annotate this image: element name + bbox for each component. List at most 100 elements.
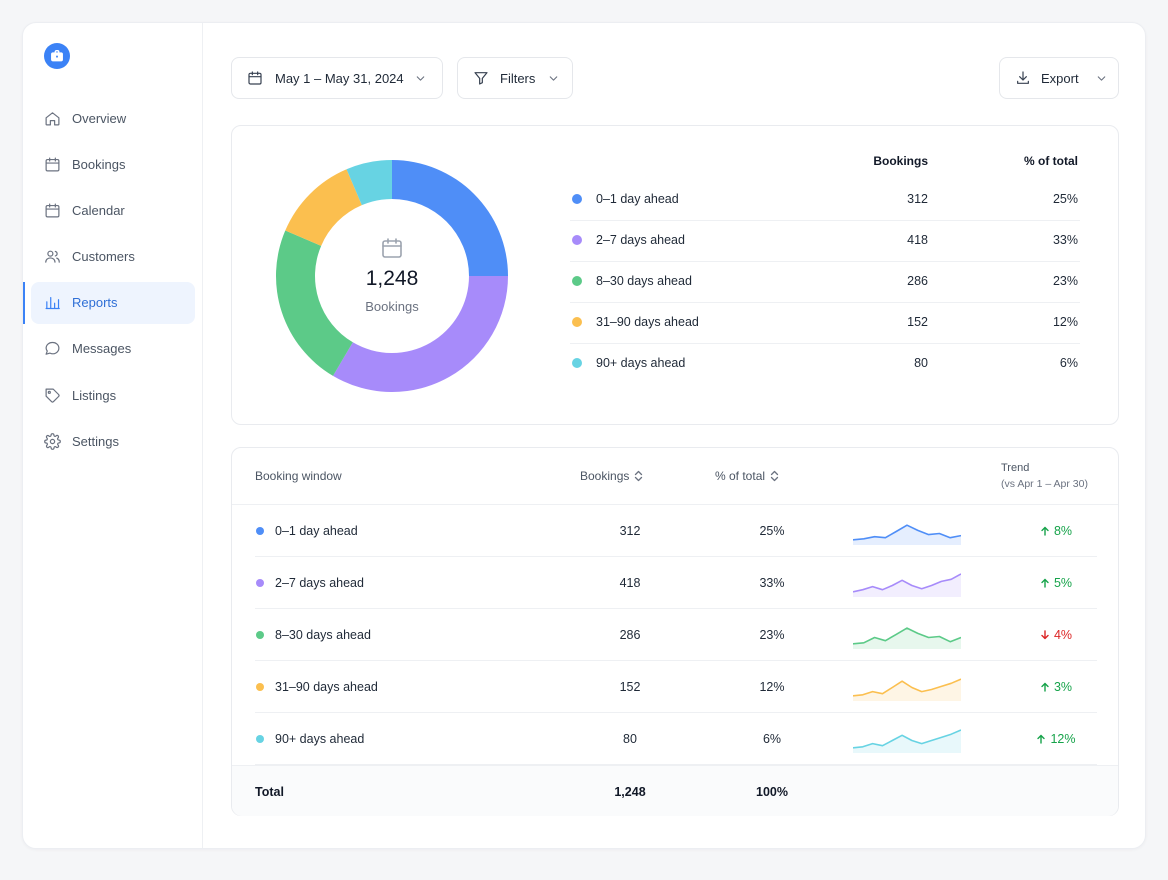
- legend-row: 2–7 days ahead 418 33%: [570, 221, 1080, 262]
- total-label: Total: [255, 785, 284, 799]
- donut-slice-4[interactable]: [346, 160, 392, 206]
- home-icon: [45, 111, 60, 125]
- sidebar-item-label: Reports: [72, 295, 118, 311]
- legend-bookings: 80: [914, 356, 928, 370]
- legend-pct: 33%: [1052, 233, 1078, 247]
- donut-slice-3[interactable]: [285, 169, 362, 246]
- sparkline-line: [853, 729, 961, 749]
- legend-bookings: 418: [907, 233, 928, 247]
- app-logo[interactable]: [44, 43, 70, 69]
- sidebar: Overview Bookings Calendar Customers Reports…: [23, 23, 203, 848]
- tag-icon: [45, 388, 60, 403]
- row-label: 90+ days ahead: [275, 732, 365, 746]
- row-bookings: 286: [619, 628, 641, 642]
- sparkline-line: [853, 524, 961, 541]
- sidebar-item-bookings[interactable]: Bookings: [31, 143, 195, 185]
- sparkline-line: [853, 627, 961, 645]
- users-icon: [45, 250, 60, 263]
- legend-swatch: [572, 235, 582, 245]
- legend-label: 8–30 days ahead: [596, 274, 692, 288]
- row-bookings: 80: [623, 732, 637, 746]
- legend-label: 2–7 days ahead: [596, 233, 685, 247]
- row-pct: 33%: [759, 576, 785, 590]
- row-trend-value: 8%: [1053, 524, 1073, 538]
- filter-icon: [474, 72, 488, 85]
- row-trend-value: 4%: [1053, 628, 1073, 642]
- date-range-picker[interactable]: May 1 – May 31, 2024: [231, 57, 443, 99]
- row-swatch: [256, 683, 264, 691]
- filters-label: Filters: [500, 70, 536, 86]
- row-trend: 8%: [1015, 524, 1097, 538]
- trend-sparkline: [853, 678, 961, 701]
- row-pct: 12%: [759, 680, 785, 694]
- trend-sparkline: [853, 573, 961, 597]
- legend-pct: 23%: [1052, 274, 1078, 288]
- col-header-pct-label: % of total: [715, 469, 766, 483]
- date-range-label: May 1 – May 31, 2024: [275, 70, 404, 86]
- row-trend-value: 3%: [1053, 680, 1073, 694]
- table-row[interactable]: 0–1 day ahead 312 25% 8%: [255, 505, 1097, 557]
- row-bookings: 312: [619, 524, 641, 538]
- row-pct: 6%: [762, 732, 782, 746]
- gear-icon: [44, 432, 61, 450]
- col-header-bookings[interactable]: Bookings: [580, 469, 643, 483]
- legend-row: 8–30 days ahead 286 23%: [570, 262, 1080, 303]
- sidebar-item-customers[interactable]: Customers: [31, 236, 195, 278]
- briefcase-icon: [51, 50, 63, 62]
- table-row[interactable]: 31–90 days ahead 152 12% 3%: [255, 661, 1097, 713]
- donut-chart: [276, 160, 508, 392]
- table-row[interactable]: 90+ days ahead 80 6% 12%: [255, 713, 1097, 765]
- sidebar-item-listings[interactable]: Listings: [31, 374, 195, 416]
- sort-icon: [635, 470, 643, 482]
- donut-slice-2[interactable]: [276, 230, 353, 376]
- trend-sparkline: [853, 524, 961, 545]
- sidebar-item-label: Calendar: [72, 202, 125, 218]
- row-label: 8–30 days ahead: [275, 628, 371, 642]
- sidebar-item-overview[interactable]: Overview: [31, 97, 195, 139]
- col-header-window: Booking window: [255, 469, 342, 483]
- legend-col-bookings: Bookings: [873, 154, 928, 168]
- booking-window-table: Booking window Bookings % of total Trend…: [231, 447, 1119, 816]
- legend-swatch: [572, 317, 582, 327]
- sparkline-area: [853, 730, 961, 753]
- row-swatch: [256, 579, 264, 587]
- legend-bookings: 152: [907, 315, 928, 329]
- total-row: Total 1,248 100%: [232, 765, 1118, 816]
- legend-label: 90+ days ahead: [596, 356, 686, 370]
- chevron-down-icon: [550, 75, 558, 81]
- export-label: Export: [1041, 70, 1079, 86]
- sidebar-item-label: Customers: [72, 249, 135, 265]
- sparkline-area: [853, 679, 961, 701]
- sparkline-area: [853, 628, 961, 649]
- donut-slice-1[interactable]: [332, 276, 508, 392]
- row-swatch: [256, 735, 264, 743]
- sort-icon: [770, 470, 779, 482]
- sidebar-item-reports[interactable]: Reports: [23, 281, 195, 324]
- export-button[interactable]: Export: [999, 57, 1119, 99]
- legend-row: 31–90 days ahead 152 12%: [570, 303, 1080, 344]
- table-row[interactable]: 8–30 days ahead 286 23% 4%: [255, 609, 1097, 661]
- col-header-pct[interactable]: % of total: [715, 469, 779, 483]
- sidebar-item-settings[interactable]: Settings: [31, 420, 195, 462]
- sparkline-line: [853, 573, 961, 593]
- message-icon: [45, 342, 60, 356]
- sidebar-item-calendar[interactable]: Calendar: [31, 189, 195, 231]
- donut-total-label: Bookings: [365, 299, 419, 314]
- col-header-bookings-label: Bookings: [580, 469, 630, 483]
- filters-button[interactable]: Filters: [457, 57, 573, 99]
- table-row[interactable]: 2–7 days ahead 418 33% 5%: [255, 557, 1097, 609]
- calendar-icon: [248, 71, 262, 85]
- row-bookings: 418: [619, 576, 641, 590]
- col-header-trend-sub: (vs Apr 1 – Apr 30): [1001, 478, 1088, 490]
- arrow-up-icon: [1041, 682, 1049, 692]
- sidebar-item-messages[interactable]: Messages: [31, 328, 195, 370]
- row-label: 31–90 days ahead: [275, 680, 378, 694]
- calendar-icon: [45, 203, 60, 218]
- row-bookings: 152: [619, 680, 641, 694]
- row-pct: 25%: [759, 524, 785, 538]
- sidebar-item-label: Overview: [72, 110, 127, 126]
- row-swatch: [256, 527, 264, 535]
- trend-sparkline: [853, 627, 961, 649]
- sidebar-item-label: Settings: [72, 433, 119, 449]
- donut-slice-0[interactable]: [392, 160, 508, 276]
